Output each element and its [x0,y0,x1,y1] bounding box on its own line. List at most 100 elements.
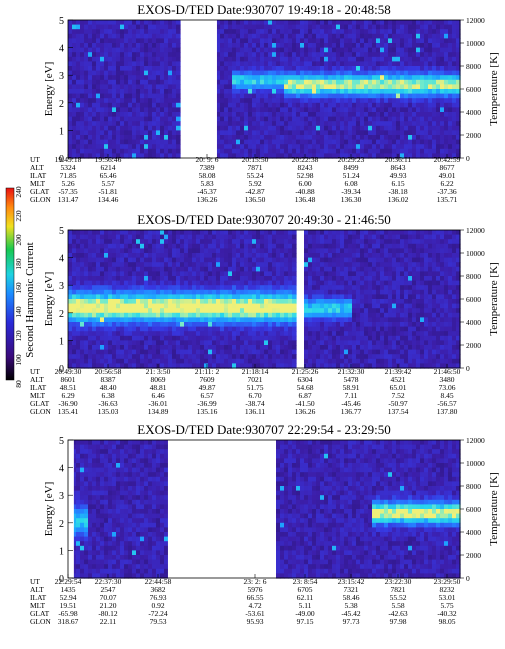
heatmap-cell [344,234,349,240]
heatmap-cell [272,322,277,328]
heatmap-cell [436,116,441,122]
heatmap-cell [124,243,129,249]
heatmap-cell [236,38,241,44]
heatmap-cell [348,125,353,131]
heatmap-cell [420,33,425,39]
heatmap-cell [364,61,369,67]
heatmap-cell [320,29,325,35]
heatmap-cell [264,234,269,240]
heatmap-cell [356,93,361,99]
heatmap-cell [156,340,161,346]
heatmap-cell [348,70,353,76]
heatmap-cell [300,135,305,141]
heatmap-cell [368,280,373,286]
heatmap-cell [88,102,93,108]
heatmap-cell [356,24,361,30]
heatmap-cell [328,308,333,314]
heatmap-cell [84,107,89,113]
heatmap-cell [324,61,329,67]
heatmap-cell [280,89,285,95]
heatmap-cell [216,47,221,53]
heatmap-cell [136,38,141,44]
heatmap-cell [200,335,205,341]
heatmap-cell [284,33,289,39]
heatmap-cell [116,289,121,295]
heatmap-cell [176,38,181,44]
heatmap-cell [76,308,81,314]
heatmap-cell [356,139,361,145]
heatmap-cell [244,84,249,90]
heatmap-cell [444,130,449,136]
heatmap-cell [128,130,133,136]
heatmap-cell [280,84,285,90]
heatmap-cell [360,139,365,145]
heatmap-cell [312,70,317,76]
heatmap-cell [324,66,329,72]
heatmap-cell [352,335,357,341]
heatmap-cell [228,56,233,62]
heatmap-cell [200,299,205,305]
heatmap-cell [300,125,305,131]
heatmap-cell [144,20,149,26]
heatmap-cell [352,280,357,286]
heatmap-cell [136,239,141,245]
heatmap-cell [128,112,133,118]
heatmap-cell [336,326,341,332]
heatmap-cell [144,358,149,364]
heatmap-cell [328,112,333,118]
heatmap-cell [260,47,265,53]
heatmap-cell [108,322,113,328]
heatmap-cell [408,29,413,35]
heatmap-cell [384,89,389,95]
heatmap-cell [220,139,225,145]
heatmap-cell [176,312,181,318]
heatmap-cell [324,112,329,118]
heatmap-cell [180,363,185,369]
heatmap-cell [128,358,133,364]
heatmap-cell [168,262,173,268]
heatmap-cell [92,29,97,35]
heatmap-cell [288,70,293,76]
heatmap-cell [116,79,121,85]
heatmap-cell [260,322,265,328]
heatmap-cell [144,345,149,351]
heatmap-cell [92,239,97,245]
heatmap-cell [236,335,241,341]
heatmap-cell [292,345,297,351]
heatmap-cell [204,322,209,328]
heatmap-cell [288,130,293,136]
heatmap-cell [376,24,381,30]
heatmap-cell [76,285,81,291]
heatmap-cell [116,38,121,44]
heatmap-cell [228,144,233,150]
heatmap-cell [128,266,133,272]
heatmap-cell [168,253,173,259]
heatmap-cell [352,276,357,282]
heatmap-cell [236,144,241,150]
heatmap-cell [452,121,457,127]
heatmap-cell [272,312,277,318]
heatmap-cell [444,29,449,35]
heatmap-cell [196,294,201,300]
heatmap-cell [168,358,173,364]
heatmap-cell [260,61,265,67]
heatmap-cell [244,112,249,118]
heatmap-cell [172,257,177,263]
heatmap-cell [136,43,141,49]
heatmap-cell [128,322,133,328]
heatmap-cell [304,66,309,72]
heatmap-cell [404,130,409,136]
heatmap-cell [312,312,317,318]
heatmap-cell [408,144,413,150]
heatmap-cell [80,24,85,30]
heatmap-cell [276,331,281,337]
heatmap-cell [88,56,93,62]
heatmap-cell [120,299,125,305]
heatmap-cell [96,317,101,323]
heatmap-cell [268,257,273,263]
heatmap-cell [332,130,337,136]
heatmap-cell [452,112,457,118]
heatmap-cell [160,56,165,62]
heatmap-cell [244,93,249,99]
heatmap-cell [252,271,257,277]
